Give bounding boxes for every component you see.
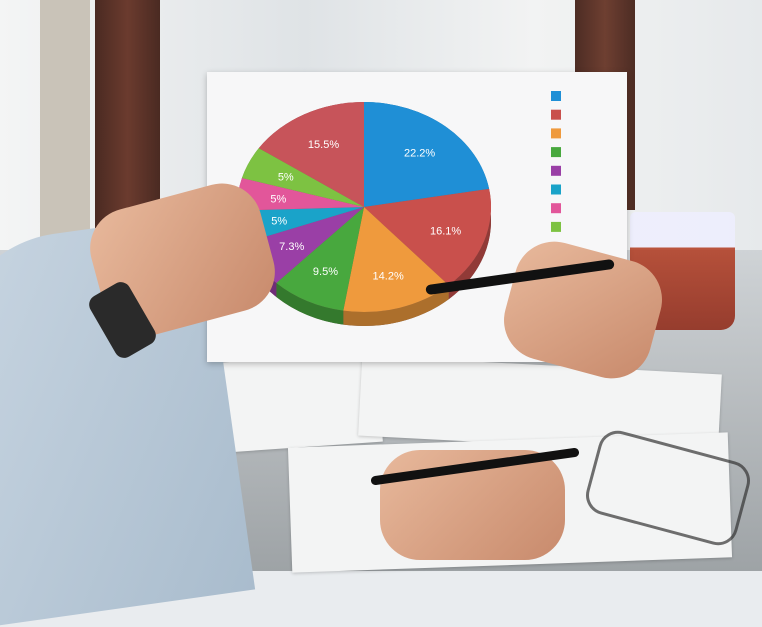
pie-slice-label: 15.5% — [308, 139, 339, 151]
pie-slice-label: 14.2% — [373, 271, 404, 283]
pie-slice-label: 9.5% — [313, 266, 338, 278]
pie-slice — [343, 207, 449, 313]
pie-slice — [258, 102, 364, 207]
pie-slice-label: 5% — [270, 193, 286, 205]
legend-swatch — [551, 128, 561, 139]
pie-slice — [244, 207, 364, 283]
pie-slice-label: 7.3% — [279, 241, 304, 253]
legend-swatch — [551, 147, 561, 158]
legend-swatch — [551, 109, 561, 120]
pie-slice-side — [276, 282, 344, 325]
legend-swatch — [551, 221, 561, 232]
pie-slice — [364, 102, 490, 207]
legend-swatch — [551, 165, 561, 176]
pie-slice — [364, 188, 492, 286]
pie-slice-label: 5% — [278, 172, 294, 184]
legend-swatch — [551, 203, 561, 214]
pie-slice-label: 22.2% — [404, 147, 435, 159]
pie-slice-label: 5% — [271, 216, 287, 228]
pie-slice-side — [343, 285, 449, 326]
pie-slice-label: 16.1% — [430, 225, 461, 237]
window-frame — [40, 0, 90, 265]
legend-swatch — [551, 91, 561, 101]
legend-swatch — [551, 184, 561, 195]
pie-slice — [276, 207, 364, 311]
pie-slice — [241, 148, 364, 207]
pie-slice — [237, 177, 364, 211]
pie-slice — [237, 207, 364, 243]
